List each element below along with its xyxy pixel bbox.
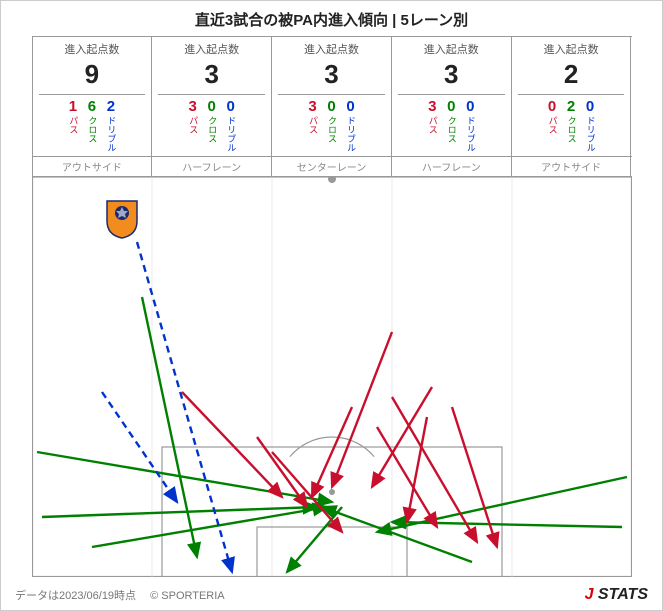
- lane-stat-col: 進入起点数 3 3 パス 0 クロス 0 ドリブル: [391, 37, 512, 156]
- lane-breakdown: 3 パス 0 クロス 0 ドリブル: [392, 95, 511, 154]
- lane-cross: 0 クロス: [447, 99, 456, 152]
- lane-stat-total: 3: [158, 59, 265, 95]
- footer-logo: J STATS: [585, 586, 648, 604]
- arrow-dribble: [137, 242, 232, 572]
- lane-cross: 6 クロス: [87, 99, 96, 152]
- lane-breakdown: 0 パス 2 クロス 0 ドリブル: [512, 95, 631, 154]
- lane-cross: 2 クロス: [567, 99, 576, 152]
- lane-dribble: 0 ドリブル: [586, 99, 595, 152]
- lane-name-cell: アウトサイド: [32, 157, 153, 176]
- lane-dribble: 0 ドリブル: [466, 99, 475, 152]
- lane-cross: 0 クロス: [207, 99, 216, 152]
- lane-stat-label: 進入起点数: [272, 41, 391, 57]
- lane-dribble: 0 ドリブル: [346, 99, 355, 152]
- pitch-area: [32, 177, 632, 577]
- arrow-pass: [452, 407, 497, 547]
- footer: データは2023/06/19時点 © SPORTERIA J STATS: [1, 586, 662, 604]
- lane-stat-total: 3: [398, 59, 505, 95]
- arrow-cross: [142, 297, 197, 557]
- lane-pass: 3 パス: [428, 99, 437, 152]
- lane-stat-label: 進入起点数: [33, 41, 152, 57]
- lanes-names-row: アウトサイドハーフレーンセンターレーンハーフレーンアウトサイド: [32, 156, 632, 177]
- team-logo: [105, 199, 139, 239]
- lane-name-cell: センターレーン: [271, 157, 392, 176]
- lane-stat-label: 進入起点数: [392, 41, 511, 57]
- lane-pass: 3 パス: [188, 99, 197, 152]
- lane-breakdown: 3 パス 0 クロス 0 ドリブル: [152, 95, 271, 154]
- lanes-stats-row: 進入起点数 9 1 パス 6 クロス 2 ドリブル 進入起点数 3 3 パス: [32, 36, 632, 156]
- lane-name-cell: ハーフレーン: [151, 157, 272, 176]
- lane-name-cell: アウトサイド: [511, 157, 632, 176]
- footer-logo-rest: STATS: [593, 586, 648, 603]
- lane-stat-label: 進入起点数: [512, 41, 631, 57]
- lane-breakdown: 3 パス 0 クロス 0 ドリブル: [272, 95, 391, 154]
- footer-credit: データは2023/06/19時点 © SPORTERIA: [15, 587, 225, 603]
- lane-stat-col: 進入起点数 9 1 パス 6 クロス 2 ドリブル: [32, 37, 153, 156]
- chart-title: 直近3試合の被PA内進入傾向 | 5レーン別: [1, 1, 662, 36]
- lane-stat-col: 進入起点数 2 0 パス 2 クロス 0 ドリブル: [511, 37, 632, 156]
- arrow-cross: [287, 507, 342, 572]
- lane-stat-col: 進入起点数 3 3 パス 0 クロス 0 ドリブル: [271, 37, 392, 156]
- lane-dribble: 2 ドリブル: [106, 99, 115, 152]
- lane-stat-total: 9: [39, 59, 146, 95]
- arrow-cross: [392, 522, 622, 527]
- lane-stat-total: 2: [518, 59, 625, 95]
- chart-container: 直近3試合の被PA内進入傾向 | 5レーン別 進入起点数 9 1 パス 6 クロ…: [0, 0, 663, 611]
- lane-stat-label: 進入起点数: [152, 41, 271, 57]
- arrow-pass: [377, 427, 437, 527]
- arrow-pass: [332, 332, 392, 487]
- lane-stat-total: 3: [278, 59, 385, 95]
- lane-dribble: 0 ドリブル: [226, 99, 235, 152]
- lane-pass: 0 パス: [548, 99, 557, 152]
- arrow-pass: [182, 392, 282, 497]
- lane-pass: 1 パス: [68, 99, 77, 152]
- lane-pass: 3 パス: [308, 99, 317, 152]
- lane-breakdown: 1 パス 6 クロス 2 ドリブル: [33, 95, 152, 154]
- lane-stat-col: 進入起点数 3 3 パス 0 クロス 0 ドリブル: [151, 37, 272, 156]
- lane-cross: 0 クロス: [327, 99, 336, 152]
- lane-name-cell: ハーフレーン: [391, 157, 512, 176]
